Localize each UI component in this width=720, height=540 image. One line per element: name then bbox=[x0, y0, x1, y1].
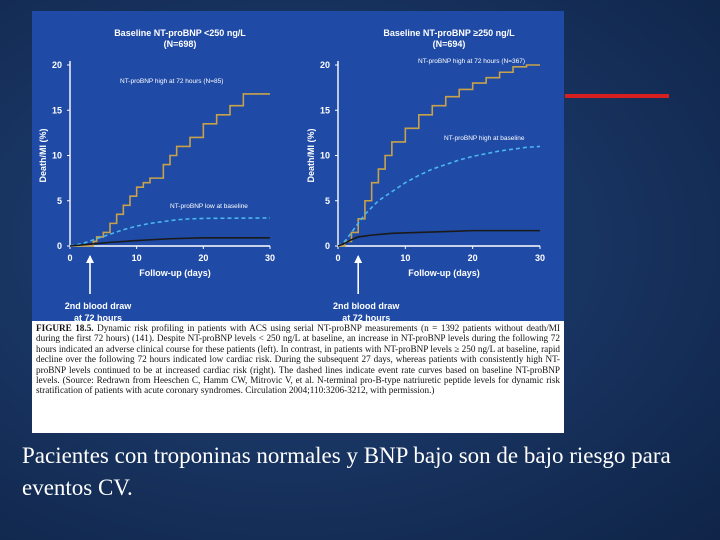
series-label: NT-proBNP low at baseline bbox=[170, 203, 248, 210]
blood-draw-label: at 72 hours bbox=[342, 313, 390, 321]
blood-draw-label: 2nd blood draw bbox=[333, 301, 400, 311]
series-label: NT-proBNP high at 72 hours (N=367) bbox=[418, 58, 525, 65]
caption-text: Dynamic risk profiling in patients with … bbox=[36, 323, 560, 396]
series-line bbox=[337, 145, 541, 247]
x-tick-label: 20 bbox=[468, 253, 478, 263]
x-tick-label: 10 bbox=[132, 253, 142, 263]
chart-subtitle: (N=694) bbox=[433, 39, 466, 49]
x-tick-label: 30 bbox=[265, 253, 275, 263]
series-line bbox=[70, 93, 270, 247]
caption-label: FIGURE 18.5. bbox=[36, 323, 94, 333]
y-tick-label: 10 bbox=[52, 151, 62, 161]
series-label: NT-proBNP high at 72 hours (N=85) bbox=[120, 78, 223, 85]
y-tick-label: 20 bbox=[320, 60, 330, 70]
chart-svg: Baseline NT-proBNP <250 ng/L(N=698) 0 5 10 1… bbox=[38, 28, 545, 321]
y-tick-label: 15 bbox=[320, 105, 330, 115]
y-tick-label: 15 bbox=[52, 105, 62, 115]
x-tick-label: 0 bbox=[67, 253, 72, 263]
accent-line bbox=[565, 94, 669, 98]
x-tick-label: 0 bbox=[335, 253, 340, 263]
chart-panel: Baseline NT-proBNP <250 ng/L (N=698) 0 5 10 1… bbox=[32, 11, 564, 321]
chart-title: Baseline NT-proBNP ≥250 ng/L bbox=[383, 28, 515, 38]
series-line bbox=[69, 237, 270, 247]
y-tick-label: 5 bbox=[57, 196, 62, 206]
y-tick-label: 20 bbox=[52, 60, 62, 70]
series-line bbox=[337, 229, 540, 247]
y-axis-label: Death/MI (%) bbox=[306, 128, 316, 182]
x-axis-label: Follow-up (days) bbox=[408, 268, 480, 278]
series-label: NT-proBNP high at baseline bbox=[444, 135, 525, 142]
series-line bbox=[338, 64, 540, 247]
y-tick-label: 0 bbox=[325, 241, 330, 251]
chart-subtitle: (N=698) bbox=[164, 39, 197, 49]
y-axis-label: Death/MI (%) bbox=[38, 128, 48, 182]
figure-caption: FIGURE 18.5. Dynamic risk profiling in p… bbox=[36, 323, 560, 429]
figure-image: Baseline NT-proBNP <250 ng/L (N=698) 0 5 10 1… bbox=[32, 11, 564, 433]
blood-draw-label: 2nd blood draw bbox=[65, 301, 132, 311]
x-tick-label: 10 bbox=[400, 253, 410, 263]
x-tick-label: 20 bbox=[198, 253, 208, 263]
y-tick-label: 5 bbox=[325, 196, 330, 206]
series-line bbox=[69, 217, 271, 247]
x-axis-label: Follow-up (days) bbox=[139, 268, 211, 278]
y-tick-label: 0 bbox=[57, 241, 62, 251]
slide-body-text: Pacientes con troponinas normales y BNP … bbox=[22, 443, 671, 500]
arrowhead bbox=[354, 255, 363, 263]
chart-title: Baseline NT-proBNP <250 ng/L bbox=[114, 28, 246, 38]
arrowhead bbox=[86, 255, 94, 263]
y-tick-label: 10 bbox=[320, 151, 330, 161]
x-tick-label: 30 bbox=[535, 253, 545, 263]
blood-draw-label: at 72 hours bbox=[74, 313, 122, 321]
